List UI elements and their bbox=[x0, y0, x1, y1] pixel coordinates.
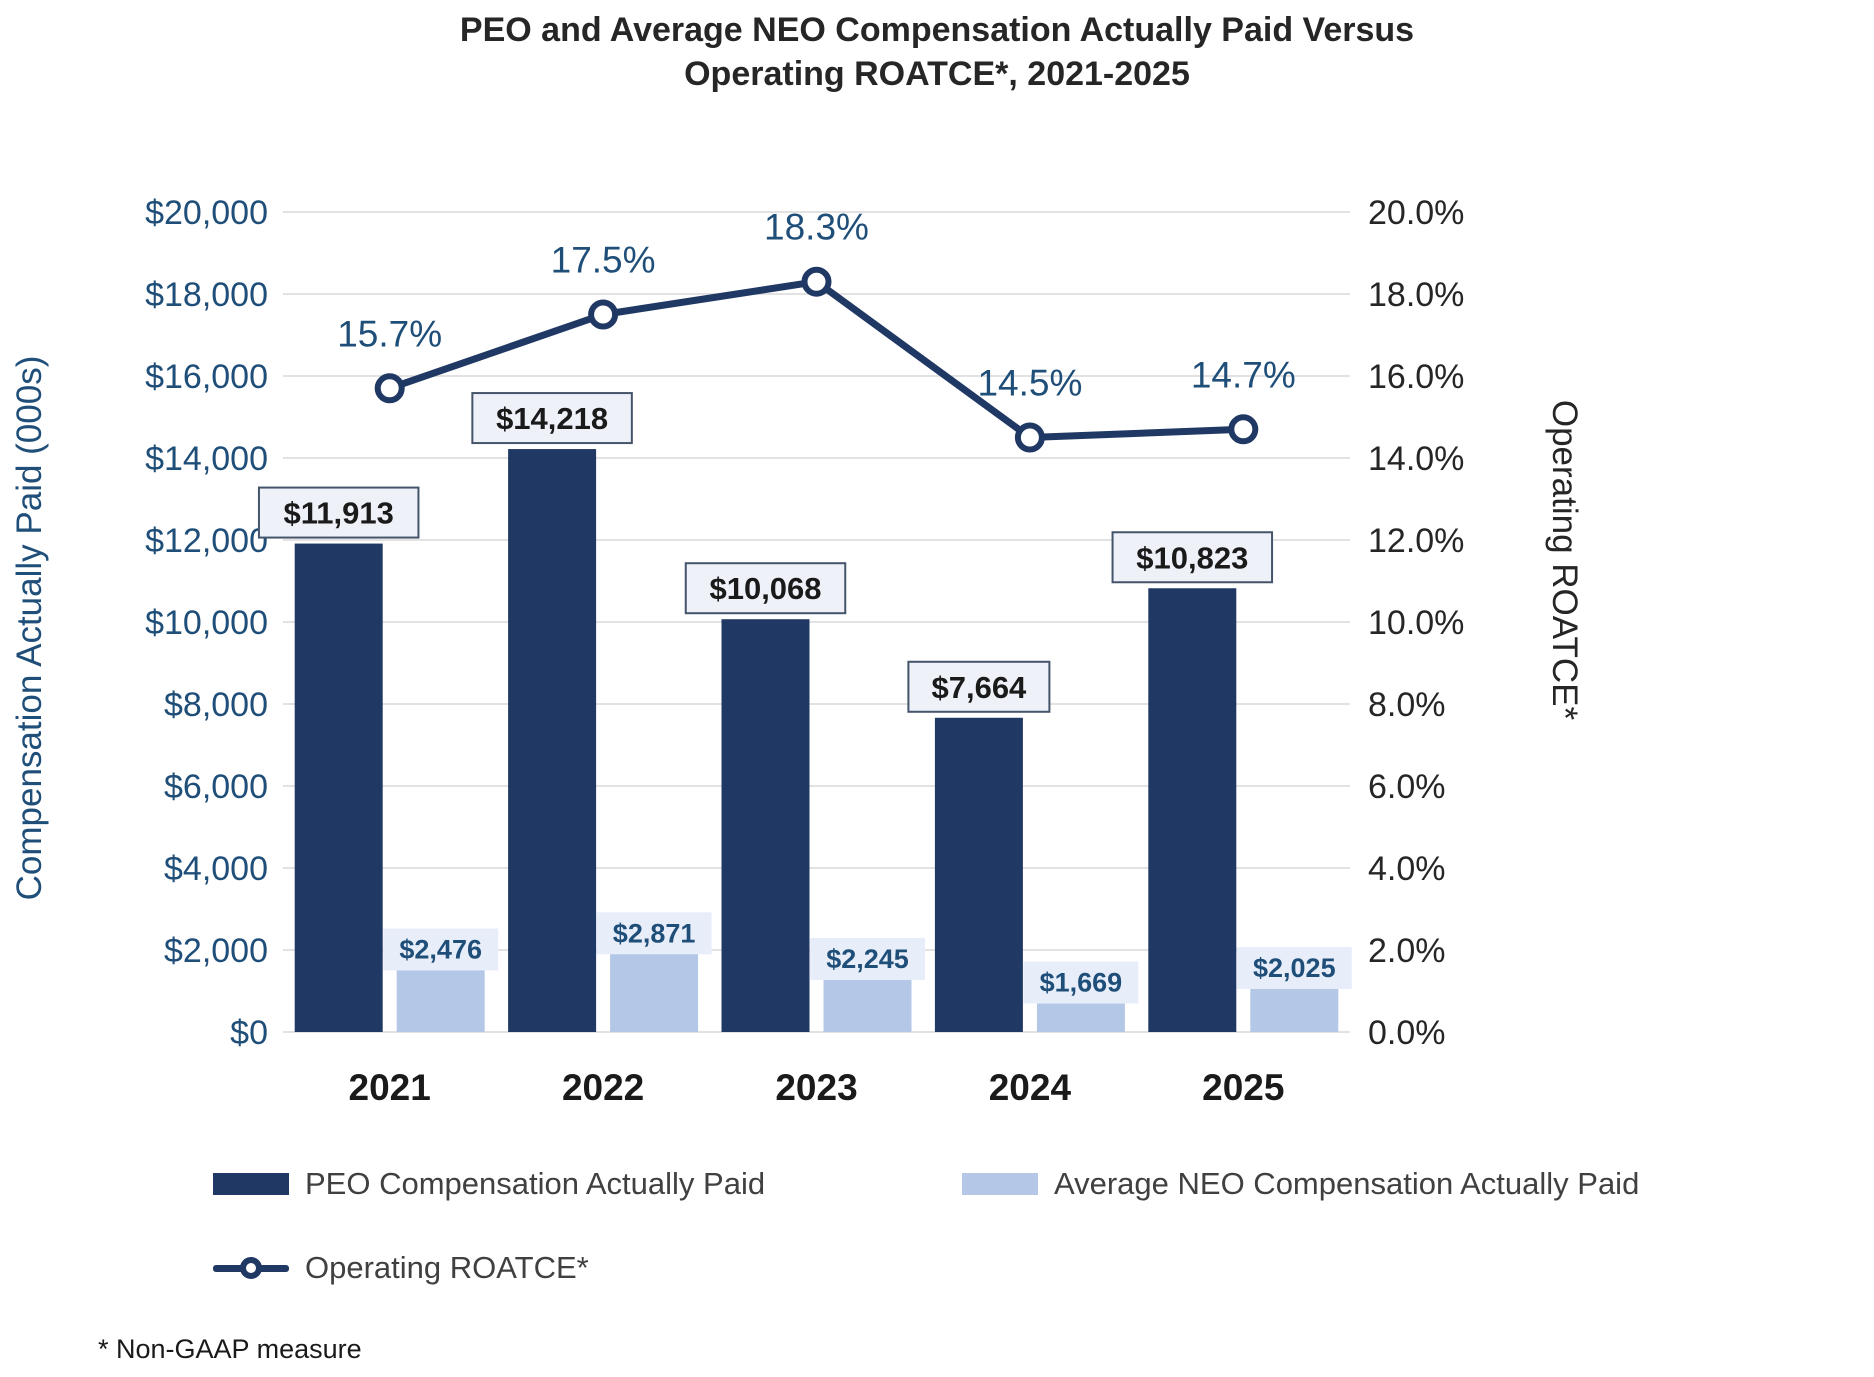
left-axis-tick-label: $0 bbox=[230, 1014, 268, 1052]
neo-legend-label: Average NEO Compensation Actually Paid bbox=[1054, 1166, 1640, 1201]
left-axis-tick-label: $6,000 bbox=[164, 768, 268, 806]
neo-bar-label-box bbox=[810, 937, 925, 980]
peo-bar-label-box bbox=[471, 392, 633, 445]
footnote: * Non-GAAP measure bbox=[98, 1334, 362, 1364]
roatce-point-2025 bbox=[1228, 414, 1259, 445]
left-axis-tick-label: $8,000 bbox=[164, 686, 268, 724]
neo-bar-label: $1,669 bbox=[1040, 968, 1123, 998]
roatce-legend-marker-icon bbox=[213, 1256, 289, 1280]
neo-legend-swatch bbox=[962, 1173, 1038, 1195]
roatce-point-label: 14.5% bbox=[977, 363, 1082, 404]
peo-bar-label-box bbox=[257, 486, 420, 539]
year-label: 2024 bbox=[989, 1067, 1072, 1108]
right-axis-tick-label: 2.0% bbox=[1368, 932, 1446, 970]
right-axis-tick-label: 18.0% bbox=[1368, 276, 1464, 314]
peo-legend-label: PEO Compensation Actually Paid bbox=[305, 1166, 766, 1201]
peo-bar-2025 bbox=[1148, 588, 1237, 1032]
right-axis-tick-label: 12.0% bbox=[1368, 522, 1464, 560]
roatce-point-2022 bbox=[588, 299, 619, 330]
peo-bar-label-box bbox=[907, 660, 1051, 713]
legend-item-neo: Average NEO Compensation Actually Paid bbox=[962, 1166, 1639, 1202]
right-axis-tick-label: 10.0% bbox=[1368, 604, 1464, 642]
left-axis-tick-label: $10,000 bbox=[145, 604, 268, 642]
left-axis-tick-label: $4,000 bbox=[164, 850, 268, 888]
neo-bar-label-box bbox=[596, 912, 712, 955]
peo-bar-2024 bbox=[934, 717, 1023, 1032]
left-axis-tick-label: $16,000 bbox=[145, 358, 268, 396]
peo-bar-2023 bbox=[721, 619, 810, 1032]
roatce-point-label: 17.5% bbox=[551, 240, 656, 281]
chart-title-line2: Operating ROATCE*, 2021-2025 bbox=[684, 55, 1190, 94]
legend-item-peo: PEO Compensation Actually Paid bbox=[213, 1166, 765, 1202]
neo-bar-label: $2,871 bbox=[613, 918, 696, 948]
neo-bar-label-box bbox=[1236, 946, 1352, 989]
peo-bar-label-box bbox=[684, 562, 847, 615]
roatce-point-label: 15.7% bbox=[337, 313, 442, 354]
right-axis-tick-label: 16.0% bbox=[1368, 358, 1464, 396]
chart-title-line1: PEO and Average NEO Compensation Actuall… bbox=[459, 11, 1415, 49]
year-label: 2023 bbox=[775, 1067, 857, 1108]
right-axis-tick-label: 20.0% bbox=[1368, 194, 1464, 232]
peo-bar-label: $14,218 bbox=[496, 401, 608, 436]
right-axis-tick-label: 4.0% bbox=[1368, 850, 1446, 888]
peo-legend-swatch bbox=[213, 1173, 289, 1195]
year-label: 2021 bbox=[349, 1067, 431, 1108]
right-axis-tick-label: 8.0% bbox=[1368, 686, 1446, 724]
roatce-point-2023 bbox=[801, 266, 832, 297]
peo-bar-label: $10,823 bbox=[1136, 540, 1248, 575]
left-axis-tick-label: $14,000 bbox=[145, 440, 268, 478]
peo-bar-2022 bbox=[508, 449, 597, 1032]
chart-title: PEO and Average NEO Compensation Actuall… bbox=[0, 8, 1874, 96]
left-axis-tick-label: $18,000 bbox=[145, 276, 268, 314]
roatce-point-2024 bbox=[1014, 422, 1045, 453]
neo-bar-label: $2,245 bbox=[826, 944, 909, 974]
peo-bar-2021 bbox=[294, 543, 383, 1032]
year-label: 2022 bbox=[562, 1067, 644, 1108]
peo-bar-label: $7,664 bbox=[931, 670, 1027, 705]
roatce-point-label: 14.7% bbox=[1191, 354, 1296, 395]
year-label: 2025 bbox=[1202, 1067, 1284, 1108]
right-axis-tick-label: 14.0% bbox=[1368, 440, 1464, 478]
peo-bar-label: $10,068 bbox=[709, 571, 821, 606]
peo-bar-label: $11,913 bbox=[284, 496, 394, 531]
left-axis-tick-label: $20,000 bbox=[145, 194, 268, 232]
neo-bar-label-box bbox=[383, 928, 499, 971]
right-axis-tick-label: 6.0% bbox=[1368, 768, 1446, 806]
peo-bar-label-box bbox=[1111, 531, 1274, 584]
neo-bar-label-box bbox=[1023, 961, 1139, 1004]
neo-bar-label: $2,476 bbox=[399, 934, 482, 964]
legend-item-roatce: Operating ROATCE* bbox=[213, 1250, 589, 1286]
roatce-legend-label: Operating ROATCE* bbox=[305, 1250, 589, 1285]
roatce-point-label: 18.3% bbox=[764, 207, 869, 248]
right-axis-tick-label: 0.0% bbox=[1368, 1014, 1446, 1052]
neo-bar-label: $2,025 bbox=[1253, 953, 1336, 983]
roatce-point-2021 bbox=[374, 373, 405, 404]
left-axis-tick-label: $12,000 bbox=[145, 522, 268, 560]
left-axis-tick-label: $2,000 bbox=[164, 932, 268, 970]
